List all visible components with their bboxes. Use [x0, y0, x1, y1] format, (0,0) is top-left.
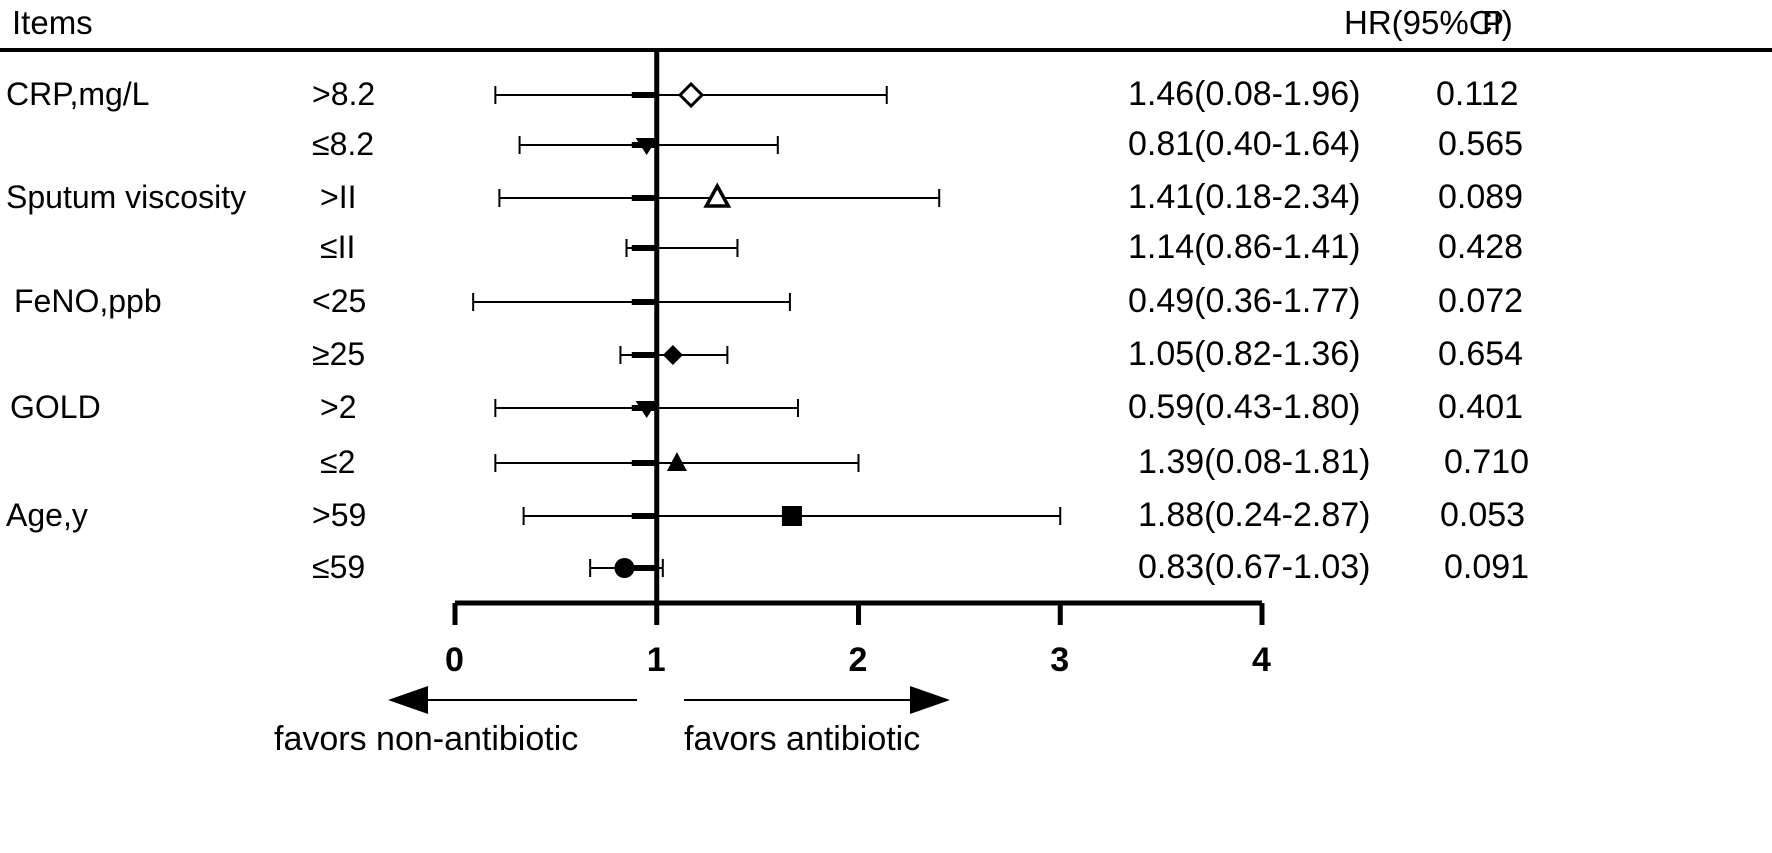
row-level-label: <25	[312, 283, 367, 319]
row-level-label: ≤59	[312, 549, 366, 585]
row-group-label: GOLD	[10, 389, 101, 425]
header-p: P	[1482, 4, 1505, 41]
x-tick-label: 0	[445, 641, 464, 679]
row-p-value: 0.710	[1444, 443, 1530, 481]
row-p-value: 0.654	[1438, 335, 1524, 373]
row-hr-ci: 1.39(0.08-1.81)	[1138, 443, 1371, 481]
row-group-label: Sputum viscosity	[6, 179, 247, 215]
row-hr-ci: 0.81(0.40-1.64)	[1128, 125, 1361, 163]
right-arrow-head	[910, 686, 950, 714]
row-level-label: ≤8.2	[312, 126, 375, 162]
row-hr-ci: 0.83(0.67-1.03)	[1138, 548, 1371, 586]
row-group-label: FeNO,ppb	[14, 283, 162, 319]
row-level-label: >II	[320, 179, 357, 215]
row-p-value: 0.091	[1444, 548, 1530, 586]
row-hr-ci: 0.49(0.36-1.77)	[1128, 282, 1361, 320]
x-tick-label: 3	[1050, 641, 1070, 679]
point-marker-diamond	[662, 345, 683, 365]
favors-antibiotic-label: favors antibiotic	[684, 720, 921, 758]
point-marker-triangle	[666, 452, 687, 471]
row-p-value: 0.072	[1438, 282, 1524, 320]
row-level-label: >2	[320, 389, 357, 425]
row-group-label: CRP,mg/L	[6, 76, 150, 112]
row-hr-ci: 1.05(0.82-1.36)	[1128, 335, 1361, 373]
row-hr-ci: 0.59(0.43-1.80)	[1128, 388, 1361, 426]
point-marker-open-diamond	[677, 81, 705, 109]
row-p-value: 0.053	[1440, 496, 1526, 534]
row-p-value: 0.565	[1438, 125, 1524, 163]
point-marker-down-triangle	[635, 401, 658, 418]
point-marker-open-triangle	[703, 182, 732, 208]
row-level-label: ≥25	[312, 336, 366, 372]
left-arrow-head	[388, 686, 428, 714]
row-group-label: Age,y	[6, 497, 88, 533]
x-tick-label: 2	[848, 641, 868, 679]
point-marker-square	[781, 506, 802, 526]
row-level-label: ≤2	[320, 444, 356, 480]
row-p-value: 0.401	[1438, 388, 1524, 426]
row-level-label: >59	[312, 497, 367, 533]
point-marker-circle	[614, 558, 635, 578]
header-items: Items	[12, 4, 93, 41]
row-level-label: ≤II	[320, 229, 356, 265]
row-hr-ci: 1.46(0.08-1.96)	[1128, 75, 1361, 113]
header-hr: HR(95%CI)	[1344, 4, 1513, 41]
x-tick-label: 4	[1252, 641, 1271, 679]
row-hr-ci: 1.88(0.24-2.87)	[1138, 496, 1371, 534]
row-p-value: 0.428	[1438, 228, 1524, 266]
row-hr-ci: 1.14(0.86-1.41)	[1128, 228, 1361, 266]
row-level-label: >8.2	[312, 76, 376, 112]
point-marker-down-triangle	[635, 138, 658, 155]
favors-non-antibiotic-label: favors non-antibiotic	[274, 720, 579, 758]
row-p-value: 0.112	[1436, 75, 1519, 113]
x-tick-label: 1	[646, 641, 666, 679]
row-p-value: 0.089	[1438, 178, 1524, 216]
row-hr-ci: 1.41(0.18-2.34)	[1128, 178, 1361, 216]
